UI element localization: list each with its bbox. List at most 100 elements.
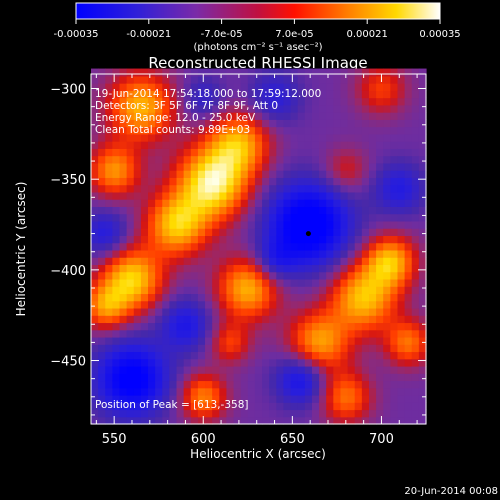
heatmap-cell (212, 133, 220, 142)
heatmap-cell (368, 126, 377, 135)
heatmap-cell (112, 416, 121, 425)
heatmap-cell (240, 402, 249, 411)
heatmap-cell (148, 155, 156, 164)
heatmap-cell (183, 126, 192, 135)
heatmap-cell (361, 126, 370, 135)
heatmap-cell (148, 257, 156, 266)
heatmap-cell (311, 358, 320, 367)
heatmap-cell (240, 104, 249, 113)
heatmap-cell (304, 90, 313, 99)
heatmap-cell (98, 126, 106, 135)
heatmap-cell (290, 322, 299, 331)
heatmap-cell (276, 177, 285, 186)
heatmap-cell (205, 155, 213, 164)
heatmap-cell (319, 162, 327, 171)
heatmap-cell (319, 104, 327, 113)
heatmap-cell (418, 68, 427, 77)
heatmap-cell (112, 220, 121, 229)
heatmap-cell (219, 322, 228, 331)
heatmap-cell (226, 133, 235, 142)
heatmap-cell (240, 97, 249, 106)
heatmap-cell (155, 148, 163, 157)
heatmap-cell (169, 336, 178, 345)
heatmap-cell (283, 235, 292, 244)
heatmap-cell (112, 257, 121, 266)
heatmap-cell (140, 68, 149, 77)
heatmap-cell (183, 104, 192, 113)
heatmap-cell (383, 206, 391, 215)
heatmap-cell (91, 119, 99, 128)
heatmap-cell (240, 336, 249, 345)
heatmap-cell (397, 119, 406, 128)
heatmap-cell (390, 155, 399, 164)
heatmap-cell (126, 90, 135, 99)
heatmap-cell (247, 307, 256, 316)
heatmap-cell (133, 344, 142, 353)
heatmap-cell (148, 336, 156, 345)
heatmap-cell (354, 373, 363, 382)
heatmap-cell (383, 257, 391, 266)
heatmap-cell (162, 322, 171, 331)
heatmap-cell (98, 264, 106, 273)
heatmap-cell (197, 278, 206, 287)
heatmap-cell (169, 90, 178, 99)
heatmap-cell (247, 293, 256, 302)
heatmap-cell (226, 184, 235, 193)
heatmap-cell (233, 387, 242, 396)
heatmap-cell (297, 329, 306, 338)
heatmap-cell (133, 68, 142, 77)
heatmap-cell (91, 228, 99, 236)
heatmap-cell (326, 220, 334, 229)
heatmap-cell (297, 104, 306, 113)
heatmap-cell (190, 286, 199, 295)
heatmap-cell (91, 155, 99, 164)
heatmap-cell (383, 162, 391, 171)
heatmap-cell (347, 112, 356, 120)
heatmap-cell (105, 344, 113, 353)
heatmap-cell (91, 90, 99, 99)
heatmap-cell (411, 119, 420, 128)
heatmap-cell (411, 104, 420, 113)
heatmap-cell (304, 329, 313, 338)
heatmap-cell (404, 336, 413, 345)
heatmap-cell (91, 358, 99, 367)
heatmap-cell (368, 184, 377, 193)
heatmap-cell (290, 228, 299, 236)
heatmap-cell (326, 365, 334, 374)
heatmap-cell (376, 119, 384, 128)
heatmap-cell (226, 322, 235, 331)
heatmap-cell (411, 286, 420, 295)
heatmap-cell (105, 119, 113, 128)
heatmap-cell (98, 271, 106, 280)
heatmap-cell (155, 358, 163, 367)
heatmap-cell (347, 257, 356, 266)
heatmap-cell (397, 402, 406, 411)
heatmap-cell (304, 365, 313, 374)
heatmap-cell (297, 199, 306, 207)
heatmap-cell (333, 351, 342, 360)
heatmap-cell (155, 380, 163, 389)
heatmap-cell (397, 141, 406, 149)
heatmap-cell (383, 329, 391, 338)
heatmap-cell (140, 307, 149, 316)
heatmap-cell (247, 394, 256, 403)
heatmap-cell (304, 199, 313, 207)
heatmap-cell (269, 416, 277, 425)
heatmap-cell (376, 213, 384, 222)
heatmap-cell (347, 409, 356, 418)
heatmap-cell (404, 358, 413, 367)
heatmap-cell (162, 257, 171, 266)
heatmap-cell (190, 162, 199, 171)
heatmap-cell (311, 68, 320, 77)
heatmap-cell (247, 177, 256, 186)
heatmap-cell (383, 264, 391, 273)
heatmap-cell (290, 133, 299, 142)
heatmap-cell (162, 97, 171, 106)
heatmap-cell (290, 97, 299, 106)
heatmap-cell (254, 235, 263, 244)
heatmap-cell (276, 141, 285, 149)
heatmap-cell (297, 249, 306, 258)
heatmap-cell (340, 126, 349, 135)
heatmap-cell (262, 97, 270, 106)
heatmap-cell (176, 358, 185, 367)
